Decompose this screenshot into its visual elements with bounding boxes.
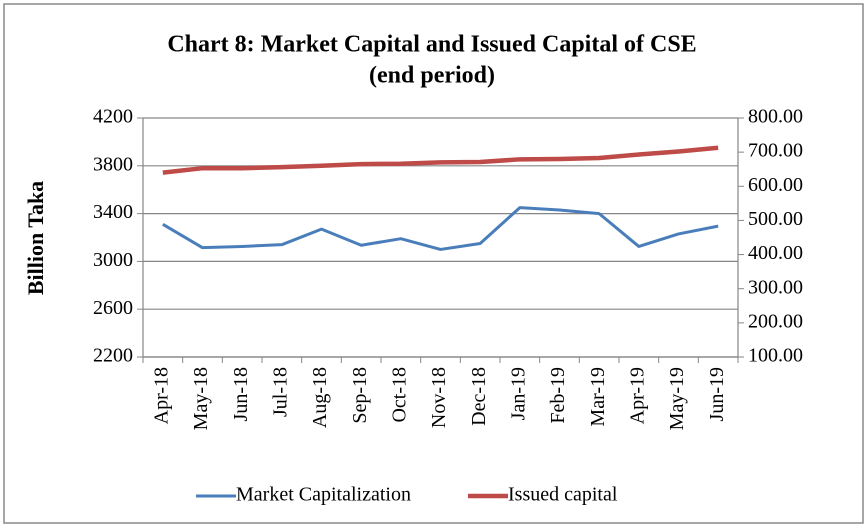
x-tick-label: May-19 (666, 367, 688, 430)
x-tick-label: Apr-18 (150, 367, 172, 424)
y-tick-label: 3400 (93, 201, 133, 223)
legend-label: Market Capitalization (236, 484, 411, 506)
y2-tick-label: 200.00 (748, 310, 803, 332)
x-tick-label: Aug-18 (309, 367, 331, 428)
y-tick-label: 2200 (93, 345, 133, 367)
x-tick-label: Mar-19 (587, 367, 609, 427)
x-tick-label: Feb-19 (547, 367, 569, 424)
x-tick-label: Oct-18 (388, 367, 410, 423)
y2-tick-label: 100.00 (748, 345, 803, 367)
chart-border (3, 3, 864, 524)
chart-title: Chart 8: Market Capital and Issued Capit… (167, 32, 696, 58)
y-axis-title: Billion Taka (23, 181, 48, 295)
y-tick-label: 3000 (93, 249, 133, 271)
x-tick-label: Jun-18 (230, 367, 252, 421)
x-tick-label: Apr-19 (626, 367, 648, 424)
x-tick-label: Jul-18 (269, 367, 291, 417)
y-tick-label: 3800 (93, 153, 133, 175)
y2-tick-label: 800.00 (748, 106, 803, 128)
x-tick-label: Jun-19 (706, 367, 728, 421)
x-tick-label: Dec-18 (468, 367, 490, 426)
x-tick-label: Sep-18 (349, 367, 371, 424)
y2-tick-label: 300.00 (748, 276, 803, 298)
y2-tick-label: 700.00 (748, 140, 803, 162)
y-tick-label: 4200 (93, 106, 133, 128)
y-tick-label: 2600 (93, 297, 133, 319)
y2-tick-label: 600.00 (748, 174, 803, 196)
series-line (162, 145, 719, 175)
y2-tick-label: 400.00 (748, 242, 803, 264)
y2-tick-label: 500.00 (748, 208, 803, 230)
series-line (162, 206, 719, 251)
x-tick-label: May-18 (190, 367, 212, 430)
x-tick-label: Jan-19 (507, 367, 529, 420)
chart-subtitle: (end period) (369, 63, 495, 89)
x-tick-label: Nov-18 (428, 367, 450, 428)
legend-label: Issued capital (508, 484, 618, 506)
